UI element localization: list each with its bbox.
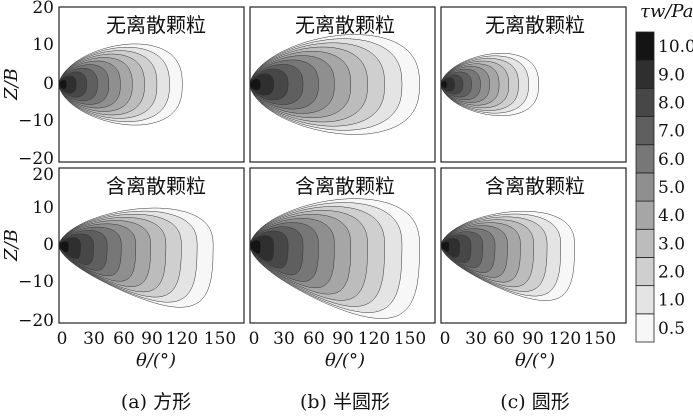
panel-frame <box>58 167 245 324</box>
colorbar-tick-label: 10.0 <box>658 37 693 57</box>
x-axis-ticks-col-a: 0 30 60 90 120 150 <box>57 329 237 349</box>
panel-frame <box>249 6 436 163</box>
panel-square-with-particles: 含离散颗粒 <box>58 167 245 324</box>
caption-semicircle: (b) 半圆形 <box>300 391 390 413</box>
y-tick-label: −20 <box>18 311 54 331</box>
x-tick-label: 0 <box>440 329 451 349</box>
contour-level <box>441 241 450 253</box>
colorbar-tick-label: 2.0 <box>658 263 685 283</box>
contour-level <box>250 239 262 255</box>
x-tick-label: 30 <box>83 329 105 349</box>
x-tick-label: 30 <box>273 329 295 349</box>
y-tick-label: 10 <box>32 35 54 55</box>
colorbar-swatch <box>635 285 655 315</box>
x-axis-ticks-col-c: 0 30 60 90 120 150 <box>440 329 617 349</box>
colorbar-swatch <box>635 59 655 89</box>
panel-title: 含离散颗粒 <box>295 174 395 198</box>
panel-semicircle-with-particles: 含离散颗粒 <box>249 167 436 324</box>
panel-circle-no-particles: 无离散颗粒 <box>440 6 627 163</box>
y-tick-label: 0 <box>43 235 54 255</box>
y-axis-ticks-bottom: 20 10 0 −10 −20 <box>18 165 54 331</box>
colorbar: 0.5 1.0 2.0 3.0 4.0 5.0 6.0 7.0 8.0 9.0 10.0 <box>635 31 693 343</box>
contour-level <box>250 78 262 91</box>
y-tick-label: 10 <box>32 198 54 218</box>
colorbar-label: τw/Pa <box>640 1 693 22</box>
colorbar-tick-label: 7.0 <box>658 122 685 142</box>
colorbar-swatch <box>635 313 655 343</box>
colorbar-swatch <box>635 172 655 202</box>
x-tick-label: 120 <box>549 329 581 349</box>
x-tick-label: 30 <box>465 329 487 349</box>
panel-square-no-particles: 无离散颗粒 <box>58 6 245 163</box>
x-tick-label: 120 <box>358 329 390 349</box>
x-tick-label: 60 <box>113 329 135 349</box>
colorbar-tick-label: 6.0 <box>658 150 685 170</box>
x-tick-label: 90 <box>141 329 163 349</box>
y-axis-ticks-top: 20 10 0 −10 −20 <box>18 0 54 169</box>
caption-square: (a) 方形 <box>121 391 191 413</box>
colorbar-swatch <box>635 228 655 258</box>
colorbar-tick-label: 0.5 <box>658 319 685 339</box>
y-tick-label: 20 <box>32 165 54 185</box>
x-tick-label: 90 <box>332 329 354 349</box>
colorbar-swatch <box>635 200 655 230</box>
y-tick-label: −20 <box>18 149 54 169</box>
x-tick-label: 150 <box>394 329 426 349</box>
panel-title: 无离散颗粒 <box>295 13 395 37</box>
contour-square-with-particles <box>59 207 214 308</box>
panel-title: 无离散颗粒 <box>106 13 206 37</box>
caption-circle: (c) 圆形 <box>500 391 570 413</box>
colorbar-swatch <box>635 31 655 61</box>
panel-title: 含离散颗粒 <box>106 174 206 198</box>
panel-title: 含离散颗粒 <box>485 174 585 198</box>
panel-semicircle-no-particles: 无离散颗粒 <box>249 6 436 163</box>
y-tick-label: 20 <box>32 0 54 18</box>
panel-circle-with-particles: 含离散颗粒 <box>440 167 627 324</box>
contour-level <box>59 240 70 253</box>
y-tick-label: −10 <box>18 272 54 292</box>
colorbar-tick-label: 5.0 <box>658 178 685 198</box>
y-axis-label: Z/B <box>1 68 22 101</box>
contour-semicircle-no-particles <box>250 34 420 135</box>
contour-circle-no-particles <box>441 53 539 116</box>
y-axis-label: Z/B <box>1 229 22 262</box>
panel-title: 无离散颗粒 <box>485 13 585 37</box>
contour-semicircle-with-particles <box>250 198 420 319</box>
x-axis-label: θ/(°) <box>325 350 365 371</box>
panel-frame <box>58 6 245 163</box>
contour-level <box>441 80 448 89</box>
x-tick-label: 0 <box>249 329 260 349</box>
x-tick-label: 0 <box>57 329 68 349</box>
x-tick-label: 120 <box>166 329 198 349</box>
colorbar-swatch <box>635 144 655 174</box>
x-tick-label: 60 <box>493 329 515 349</box>
x-tick-label: 90 <box>522 329 544 349</box>
colorbar-tick-label: 3.0 <box>658 234 685 254</box>
contour-level <box>59 79 68 90</box>
contour-circle-with-particles <box>441 210 575 301</box>
x-tick-label: 150 <box>204 329 236 349</box>
y-tick-label: 0 <box>43 74 54 94</box>
contour-square-no-particles <box>59 43 183 126</box>
colorbar-tick-label: 4.0 <box>658 206 685 226</box>
y-tick-label: −10 <box>18 111 54 131</box>
panel-frame <box>440 6 627 163</box>
colorbar-tick-label: 8.0 <box>658 93 685 113</box>
x-axis-label: θ/(°) <box>515 350 555 371</box>
x-axis-ticks-col-b: 0 30 60 90 120 150 <box>249 329 427 349</box>
x-tick-label: 60 <box>303 329 325 349</box>
x-tick-label: 150 <box>584 329 616 349</box>
colorbar-swatch <box>635 116 655 146</box>
x-axis-label: θ/(°) <box>136 350 176 371</box>
colorbar-tick-label: 9.0 <box>658 65 685 85</box>
colorbar-tick-label: 1.0 <box>658 291 685 311</box>
panel-frame <box>249 167 436 324</box>
colorbar-swatch <box>635 257 655 287</box>
panel-frame <box>440 167 627 324</box>
colorbar-swatch <box>635 87 655 117</box>
